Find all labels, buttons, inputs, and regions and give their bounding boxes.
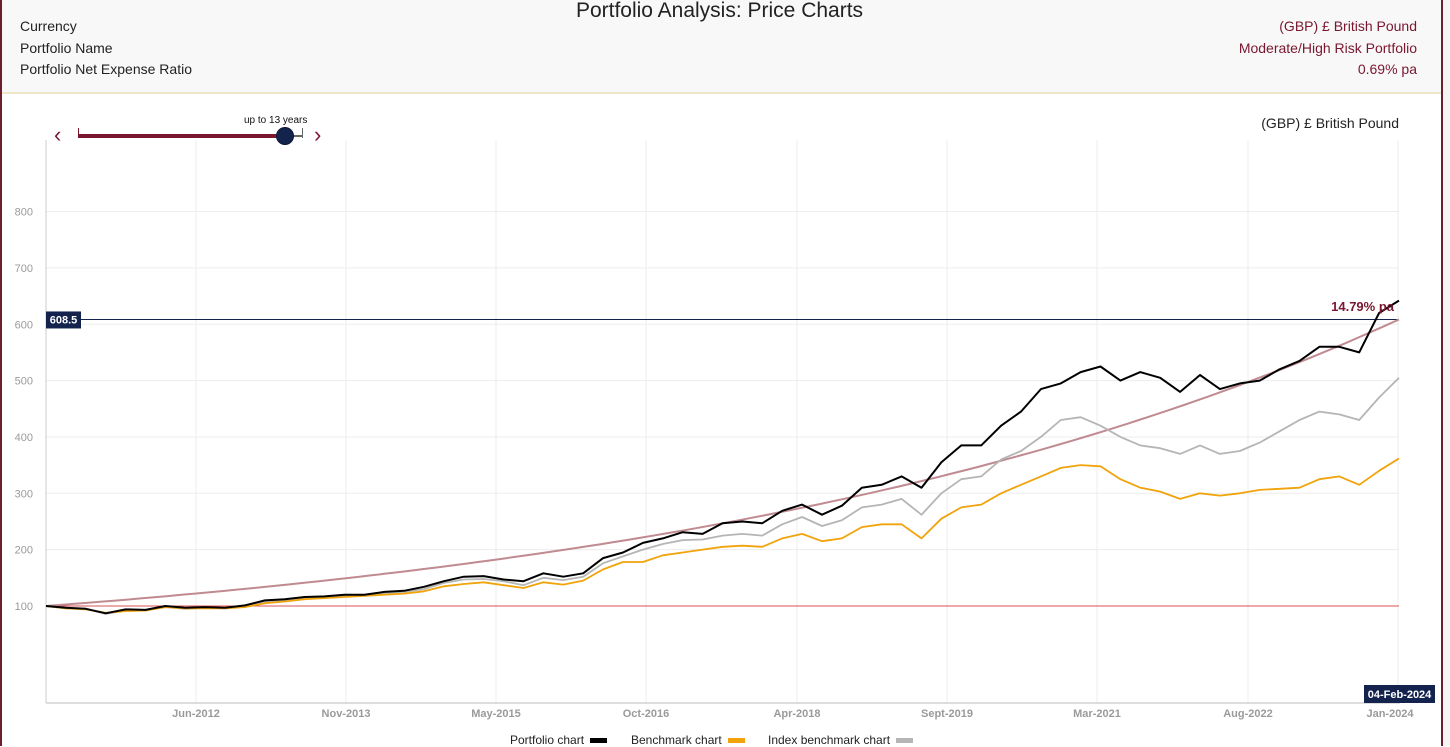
legend-index-benchmark-label: Index benchmark chart — [768, 733, 891, 747]
reference-line-badge — [46, 311, 81, 329]
expense-ratio-label: Portfolio Net Expense Ratio — [20, 61, 192, 77]
y-tick-label: 600 — [15, 319, 33, 331]
y-tick-label: 400 — [15, 432, 33, 444]
y-tick-label: 100 — [15, 601, 33, 613]
period-slider-track[interactable] — [78, 134, 288, 138]
x-tick-label: Sept-2019 — [921, 708, 973, 720]
trend-line — [45, 318, 1400, 607]
legend-index-benchmark[interactable]: Index benchmark chart — [768, 733, 914, 747]
period-slider-rest[interactable] — [288, 135, 302, 137]
y-tick-label: 200 — [15, 545, 33, 557]
page-title: Portfolio Analysis: Price Charts — [575, 0, 864, 22]
portfolio-header: Portfolio Analysis: Price Charts Currenc… — [2, 0, 1441, 94]
x-tick-label: Aug-2022 — [1223, 708, 1273, 720]
window-right-border — [1441, 0, 1443, 746]
x-tick-label: Jan-2024 — [1366, 708, 1414, 720]
adjacent-window-strip — [1443, 0, 1450, 746]
portfolio-name-value: Moderate/High Risk Portfolio — [1238, 40, 1417, 56]
reference-line-label: 608.5 — [50, 314, 78, 326]
legend-portfolio-swatch — [590, 738, 608, 744]
slider-end-tick — [302, 128, 303, 138]
x-tick-label: May-2015 — [471, 708, 521, 720]
legend-benchmark-label: Benchmark chart — [631, 733, 722, 747]
y-tick-label: 800 — [15, 207, 33, 219]
legend-index-benchmark-swatch — [896, 738, 914, 744]
period-slider-handle[interactable] — [276, 127, 294, 145]
window-left-border — [0, 0, 2, 746]
y-tick-label: 300 — [15, 488, 33, 500]
slider-caption: up to 13 years — [244, 115, 308, 126]
slider-start-tick — [78, 128, 79, 138]
portfolio-chart-line — [45, 299, 1400, 615]
legend-benchmark-swatch — [727, 738, 745, 744]
legend-portfolio[interactable]: Portfolio chart — [510, 733, 608, 747]
legend-portfolio-label: Portfolio chart — [510, 733, 585, 747]
y-tick-label: 500 — [15, 376, 33, 388]
x-tick-label: Apr-2018 — [773, 708, 820, 720]
x-tick-label: Jun-2012 — [172, 708, 220, 720]
x-tick-label: Oct-2016 — [623, 708, 669, 720]
portfolio-name-label: Portfolio Name — [20, 40, 113, 56]
x-tick-label: Nov-2013 — [322, 708, 371, 720]
currency-label: Currency — [20, 18, 77, 34]
expense-ratio-value: 0.69% pa — [1357, 61, 1417, 77]
chevron-left-icon[interactable]: ‹ — [54, 122, 62, 147]
chevron-right-icon[interactable]: › — [314, 122, 322, 147]
chart-currency-label: (GBP) £ British Pound — [1261, 115, 1399, 131]
benchmark-chart-line — [45, 457, 1400, 614]
end-date-label: 04-Feb-2024 — [1368, 689, 1432, 701]
index-benchmark-chart-line — [45, 377, 1400, 615]
currency-value: (GBP) £ British Pound — [1279, 18, 1417, 34]
trend-annotation: 14.79% pa — [1331, 299, 1395, 314]
y-tick-label: 700 — [15, 263, 33, 275]
legend-benchmark[interactable]: Benchmark chart — [631, 733, 745, 747]
end-date-badge — [1364, 685, 1435, 703]
x-tick-label: Mar-2021 — [1073, 708, 1121, 720]
